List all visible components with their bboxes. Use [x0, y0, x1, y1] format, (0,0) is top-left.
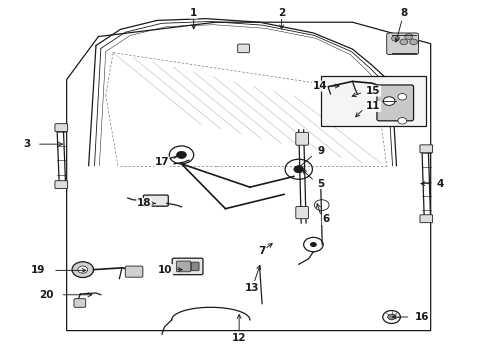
FancyBboxPatch shape: [172, 258, 203, 275]
Text: 9: 9: [318, 146, 324, 156]
Text: 14: 14: [313, 81, 327, 91]
FancyBboxPatch shape: [144, 195, 168, 206]
FancyBboxPatch shape: [420, 145, 433, 153]
Text: 11: 11: [366, 102, 381, 112]
Text: 16: 16: [415, 312, 430, 322]
FancyBboxPatch shape: [296, 132, 309, 145]
Text: 13: 13: [245, 283, 260, 293]
Text: 7: 7: [258, 246, 266, 256]
FancyBboxPatch shape: [296, 207, 309, 219]
Circle shape: [383, 97, 395, 105]
Circle shape: [176, 151, 186, 158]
FancyBboxPatch shape: [321, 76, 426, 126]
Circle shape: [405, 34, 413, 40]
Text: 3: 3: [24, 139, 31, 149]
Text: 8: 8: [400, 8, 407, 18]
FancyBboxPatch shape: [191, 262, 199, 271]
Text: 5: 5: [318, 179, 324, 189]
Circle shape: [310, 242, 317, 247]
Text: 1: 1: [190, 8, 197, 18]
Text: 19: 19: [31, 265, 46, 275]
FancyBboxPatch shape: [387, 33, 418, 54]
Text: 6: 6: [322, 215, 329, 224]
Text: 10: 10: [158, 265, 172, 275]
FancyBboxPatch shape: [377, 85, 414, 121]
FancyBboxPatch shape: [74, 299, 86, 307]
FancyBboxPatch shape: [55, 124, 68, 132]
Circle shape: [392, 36, 399, 41]
Circle shape: [398, 118, 407, 124]
Text: 2: 2: [278, 8, 285, 18]
Circle shape: [388, 314, 395, 320]
FancyBboxPatch shape: [420, 215, 433, 223]
FancyBboxPatch shape: [176, 261, 191, 272]
Text: 18: 18: [137, 198, 151, 208]
Circle shape: [78, 266, 88, 273]
FancyBboxPatch shape: [55, 181, 68, 189]
Circle shape: [398, 94, 407, 100]
Text: 4: 4: [437, 179, 444, 189]
Text: 20: 20: [39, 290, 53, 300]
Text: 15: 15: [366, 86, 381, 96]
Circle shape: [400, 39, 408, 45]
Text: 12: 12: [232, 333, 246, 343]
FancyBboxPatch shape: [125, 266, 143, 277]
Circle shape: [410, 39, 417, 45]
Text: 17: 17: [155, 157, 169, 167]
Circle shape: [294, 166, 304, 173]
Circle shape: [72, 262, 94, 278]
FancyBboxPatch shape: [238, 44, 249, 53]
